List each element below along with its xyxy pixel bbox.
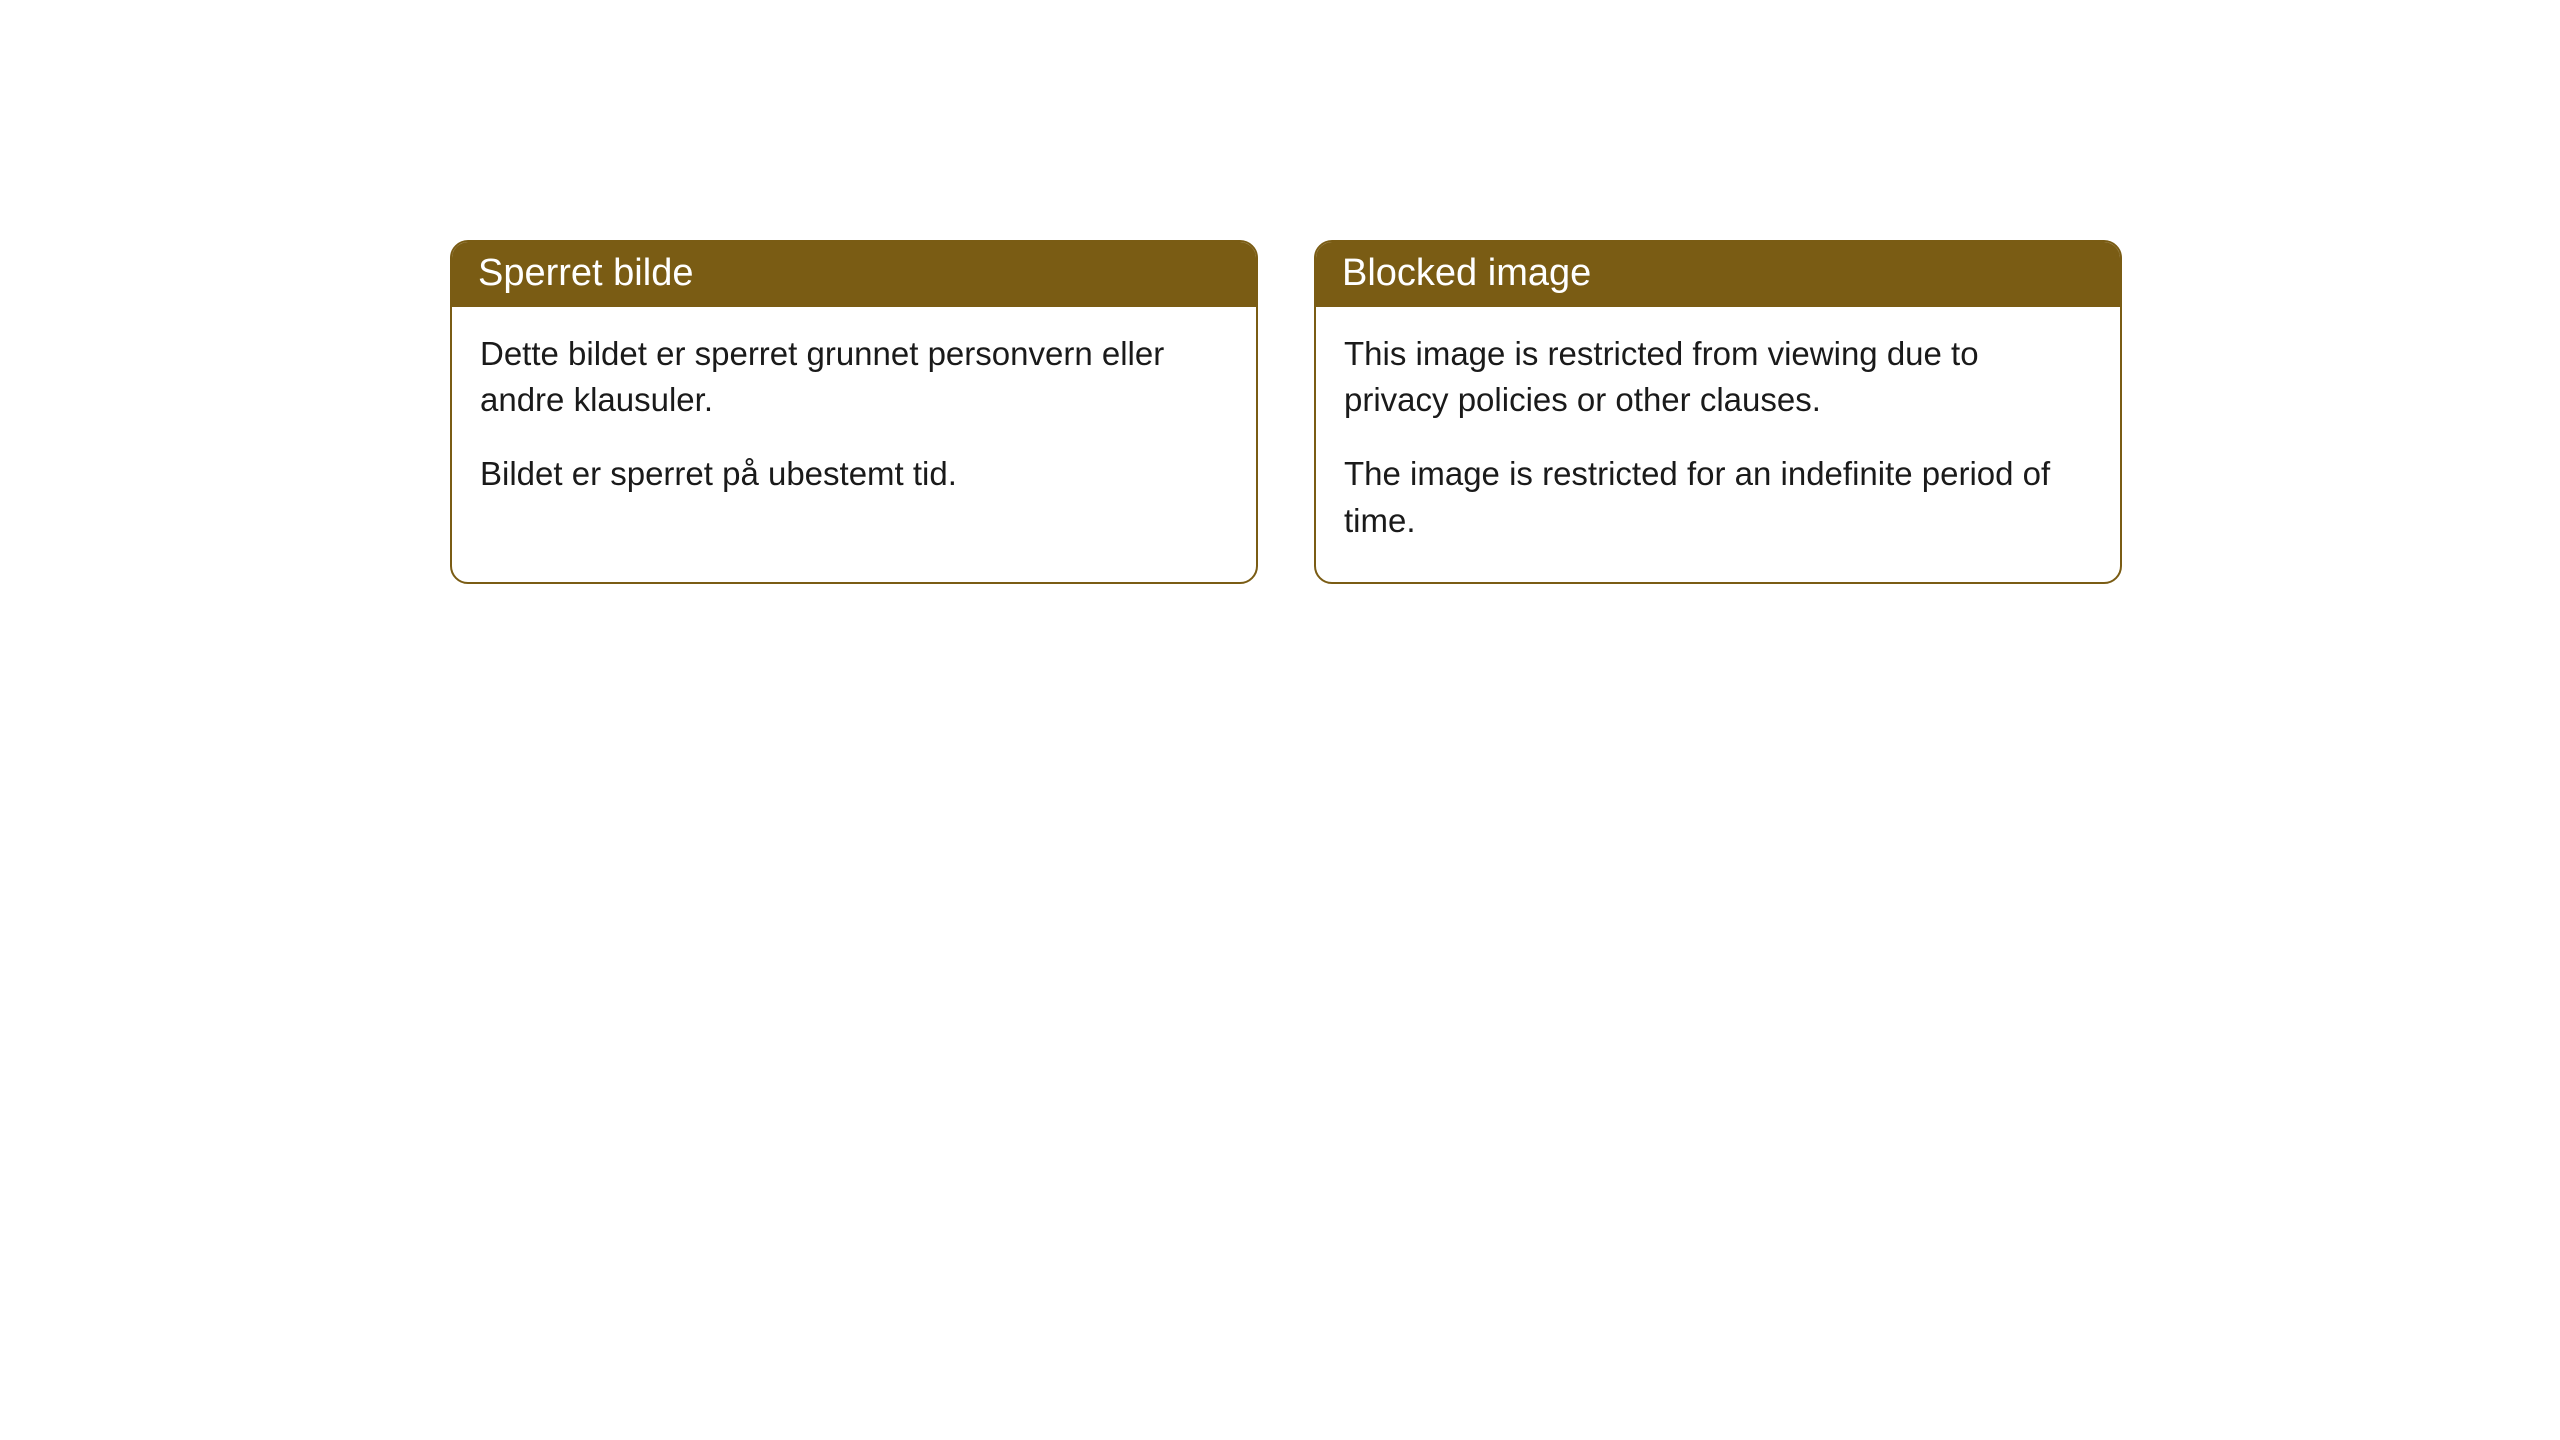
- card-paragraph-2-norwegian: Bildet er sperret på ubestemt tid.: [480, 451, 1228, 497]
- card-body-english: This image is restricted from viewing du…: [1316, 307, 2120, 582]
- card-header-norwegian: Sperret bilde: [452, 242, 1256, 307]
- card-paragraph-1-english: This image is restricted from viewing du…: [1344, 331, 2092, 423]
- blocked-image-card-english: Blocked image This image is restricted f…: [1314, 240, 2122, 584]
- card-header-english: Blocked image: [1316, 242, 2120, 307]
- card-paragraph-1-norwegian: Dette bildet er sperret grunnet personve…: [480, 331, 1228, 423]
- card-paragraph-2-english: The image is restricted for an indefinit…: [1344, 451, 2092, 543]
- cards-container: Sperret bilde Dette bildet er sperret gr…: [0, 0, 2560, 584]
- card-body-norwegian: Dette bildet er sperret grunnet personve…: [452, 307, 1256, 536]
- blocked-image-card-norwegian: Sperret bilde Dette bildet er sperret gr…: [450, 240, 1258, 584]
